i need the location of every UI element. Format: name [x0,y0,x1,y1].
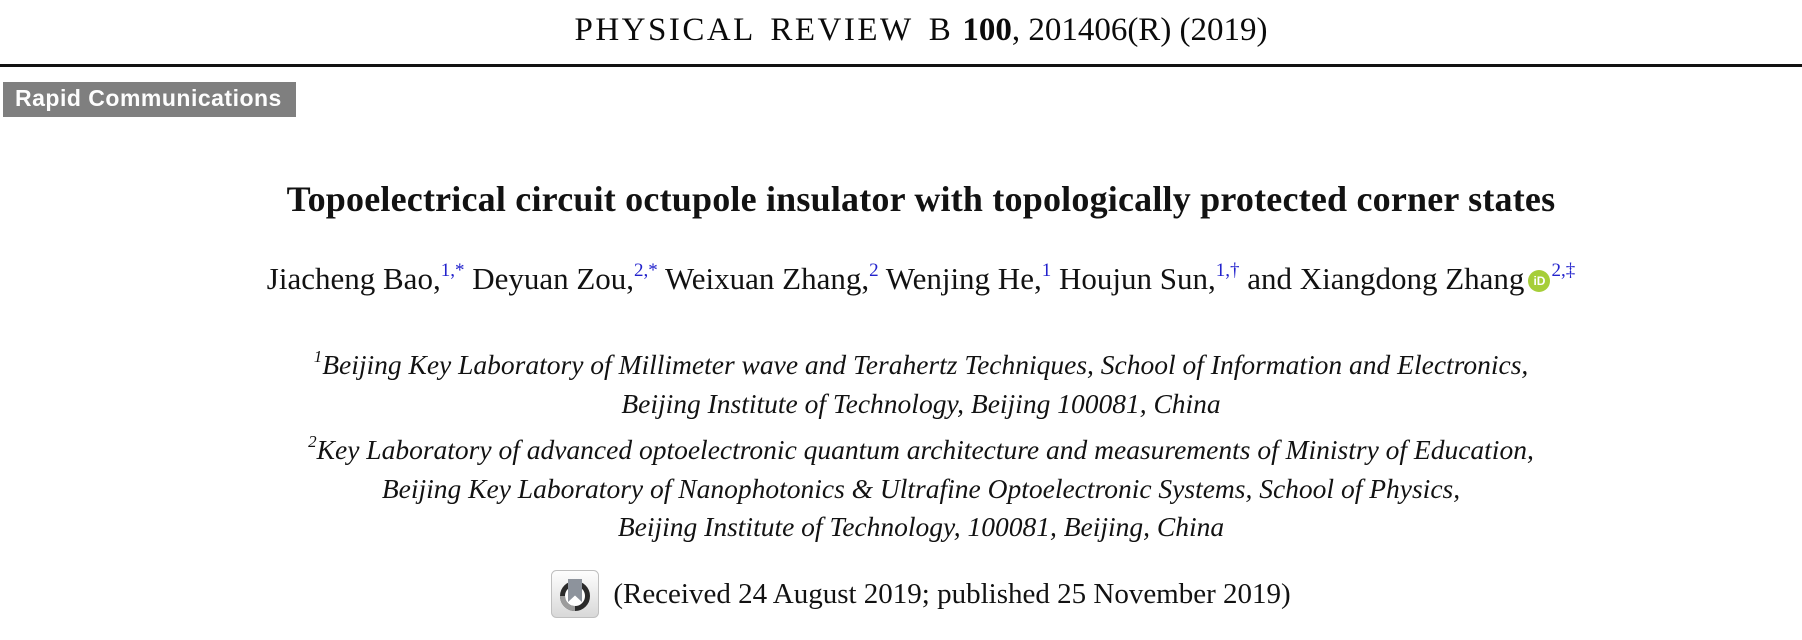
affiliation-text: Beijing Key Laboratory of Millimeter wav… [322,349,1529,380]
journal-volume: 100 [962,12,1012,48]
journal-issue-info: , 201406(R) (2019) [1011,12,1268,48]
affiliation-marker: 1 [313,347,323,366]
received-published-line: (Received 24 August 2019; published 25 N… [613,577,1291,610]
affiliation-line: Beijing Key Laboratory of Nanophotonics … [40,470,1802,509]
author-name: and Xiangdong Zhang [1247,261,1525,296]
author-name: Weixuan Zhang, [664,261,870,296]
header-divider-rule [0,64,1802,67]
journal-header: PHYSICAL REVIEW B 100, 201406(R) (2019) [40,12,1802,49]
affiliation-text: Beijing Institute of Technology, Beijing… [621,387,1221,419]
author-footnote-link[interactable]: 2,* [634,260,658,281]
rapid-communications-badge: Rapid Communications [3,82,296,117]
affiliation-text: Key Laboratory of advanced optoelectroni… [316,434,1534,465]
author-footnote-link[interactable]: 1 [1041,260,1052,281]
affiliation-line: Beijing Institute of Technology, Beijing… [40,385,1802,424]
journal-name: PHYSICAL REVIEW B [574,12,954,48]
affiliation-line: Beijing Institute of Technology, 100081,… [40,508,1802,547]
author-footnote-link[interactable]: 2 [869,260,879,281]
affiliation-text: Beijing Institute of Technology, 100081,… [617,511,1225,542]
affiliation-line: 2Key Laboratory of advanced optoelectron… [40,423,1802,470]
authors-line: Jiacheng Bao,1,* Deyuan Zou,2,* Weixuan … [40,260,1802,297]
author-name: Wenjing He, [885,261,1042,296]
author-footnote-link[interactable]: 1,* [440,260,465,281]
affiliation-marker: 2 [308,432,317,451]
affiliation-text: Beijing Key Laboratory of Nanophotonics … [381,472,1461,504]
author-footnote-link[interactable]: 2,‡ [1551,260,1576,281]
crossmark-check-for-updates-button[interactable] [551,570,600,618]
affiliation-line: 1Beijing Key Laboratory of Millimeter wa… [40,338,1802,385]
author-name: Jiacheng Bao, [266,261,441,296]
author-footnote-link[interactable]: 1,† [1215,260,1240,281]
affiliations-block: 1Beijing Key Laboratory of Millimeter wa… [40,338,1802,547]
paper-title: Topoelectrical circuit octupole insulato… [286,179,1556,219]
author-name: Houjun Sun, [1058,261,1216,296]
orcid-icon[interactable]: iD [1528,270,1551,292]
dates-row: (Received 24 August 2019; published 25 N… [40,570,1802,618]
author-name: Deyuan Zou, [472,261,635,296]
